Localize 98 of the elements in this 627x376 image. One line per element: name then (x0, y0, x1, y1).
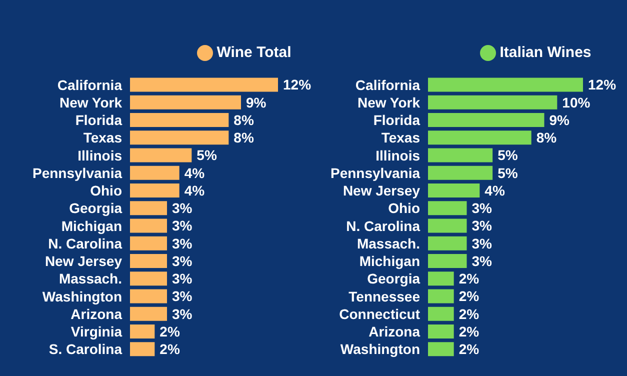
y-tick-label: New Jersey (44, 253, 122, 270)
data-label: 3% (172, 235, 193, 252)
data-label: 2% (160, 341, 180, 358)
data-label: 3% (172, 252, 193, 269)
y-tick-label: New York (357, 94, 420, 110)
data-label: 4% (484, 182, 506, 198)
bar (428, 289, 454, 304)
y-tick-label: Pennsylvania (330, 164, 420, 181)
y-tick-label: Ohio (388, 200, 420, 216)
data-label: 3% (172, 288, 193, 304)
y-tick-label: N. Carolina (346, 218, 420, 234)
data-label: 4% (184, 164, 206, 181)
bar (130, 95, 241, 110)
bar (130, 148, 192, 162)
y-tick-label: Georgia (367, 270, 420, 287)
y-tick-label: Illinois (78, 147, 122, 164)
data-label: 3% (472, 252, 493, 269)
data-label: 2% (458, 341, 480, 358)
data-label: 2% (160, 323, 180, 340)
bar (428, 254, 467, 268)
y-tick-label: N. Carolina (48, 235, 122, 252)
bar (428, 324, 454, 339)
data-label: 3% (172, 306, 193, 322)
bar (428, 218, 467, 233)
bar (428, 166, 493, 180)
y-tick-label: Connecticut (339, 306, 420, 322)
y-tick-label: Arizona (70, 306, 122, 322)
y-tick-label: Washington (42, 288, 122, 304)
data-label: 8% (234, 112, 254, 128)
bar (428, 201, 467, 216)
y-tick-label: New Jersey (342, 182, 420, 199)
data-label: 2% (458, 270, 480, 287)
bar (130, 272, 167, 286)
data-label: 8% (234, 130, 254, 146)
data-label: 10% (562, 94, 591, 110)
legend-label: Italian Wines (500, 44, 592, 61)
y-tick-label: New York (59, 94, 122, 110)
y-tick-label: Virginia (70, 324, 122, 340)
data-label: 5% (196, 147, 218, 164)
bar (428, 342, 454, 356)
bar (130, 289, 167, 304)
bar (428, 130, 532, 145)
data-label: 3% (172, 218, 193, 234)
legend-label: Wine Total (216, 44, 292, 61)
bar (428, 113, 544, 128)
data-label: 2% (458, 323, 480, 340)
y-tick-label: Michigan (61, 218, 122, 234)
y-tick-label: California (57, 76, 122, 93)
y-tick-label: Illinois (376, 147, 420, 164)
bar (130, 113, 229, 128)
y-tick-label: Michigan (359, 253, 420, 270)
y-tick-label: California (355, 76, 420, 93)
data-label: 8% (536, 130, 558, 146)
bar (428, 184, 480, 198)
y-tick-label: Pennsylvania (32, 164, 122, 181)
bar (130, 218, 167, 233)
y-tick-label: S. Carolina (48, 341, 122, 358)
data-label: 9% (246, 94, 267, 110)
data-label: 12% (588, 76, 617, 93)
bar (130, 306, 167, 321)
bar (428, 95, 558, 110)
data-label: 3% (472, 200, 493, 216)
y-tick-label: Washington (340, 341, 420, 358)
y-tick-label: Tennessee (348, 288, 420, 304)
y-tick-label: Georgia (69, 200, 122, 216)
data-label: 5% (498, 164, 518, 181)
y-tick-label: Arizona (368, 324, 420, 340)
y-tick-label: Ohio (90, 182, 122, 199)
data-label: 3% (472, 218, 493, 234)
bar (130, 130, 229, 145)
data-label: 5% (498, 147, 518, 164)
data-label: 4% (184, 182, 206, 198)
bar (130, 184, 180, 198)
bar (130, 78, 278, 92)
y-tick-label: Texas (381, 130, 420, 146)
bar (130, 201, 167, 216)
data-label: 9% (549, 112, 570, 128)
data-label: 3% (172, 200, 193, 216)
y-tick-label: Massach. (356, 235, 420, 252)
bar (428, 272, 454, 286)
bar (428, 236, 467, 250)
y-tick-label: Texas (83, 130, 122, 146)
bar (428, 306, 454, 321)
data-label: 2% (458, 306, 480, 322)
data-label: 2% (458, 288, 480, 304)
y-tick-label: Massach. (58, 270, 122, 287)
data-label: 3% (172, 270, 193, 287)
bar (130, 324, 155, 339)
bar (130, 166, 180, 180)
bar (130, 236, 167, 250)
bar (130, 254, 167, 268)
y-tick-label: Florida (75, 112, 122, 128)
y-tick-label: Florida (373, 112, 420, 128)
data-label: 12% (283, 76, 312, 93)
bar (428, 78, 583, 92)
bar (130, 342, 155, 356)
data-label: 3% (472, 235, 493, 252)
bar (428, 148, 493, 162)
